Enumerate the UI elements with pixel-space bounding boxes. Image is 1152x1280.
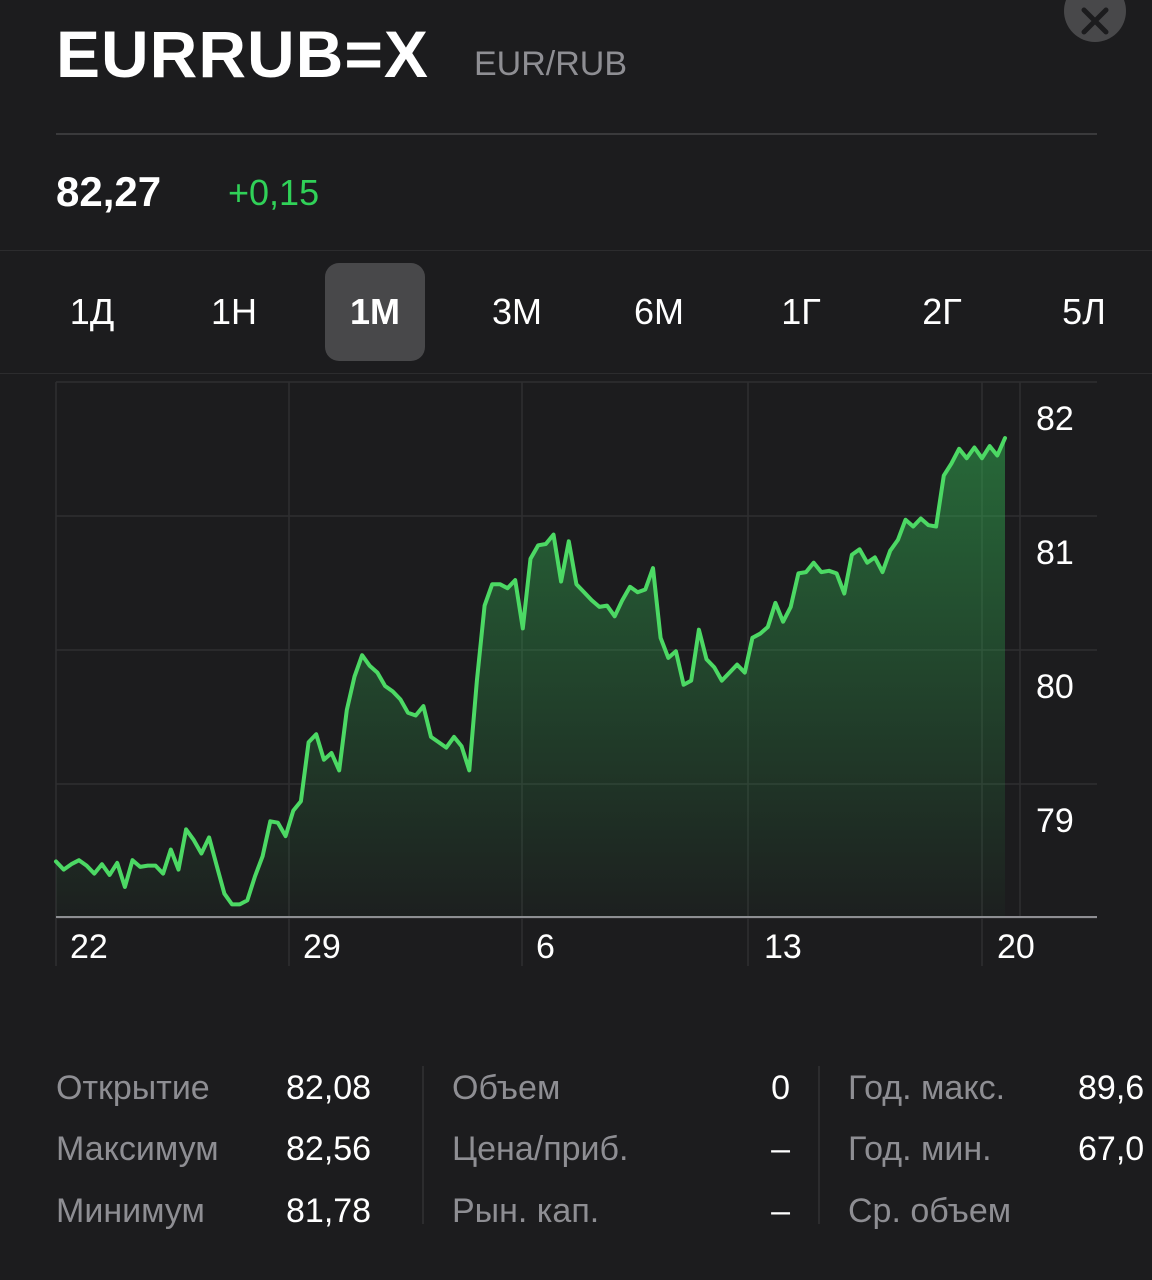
x-tick-label: 20 [997, 928, 1035, 966]
stat-high-value: 82,56 [286, 1130, 372, 1168]
range-1w[interactable]: 1Н [210, 291, 258, 332]
range-1d[interactable]: 1Д [69, 291, 115, 332]
stat-52w-high-label: Год. макс. [848, 1069, 1006, 1107]
x-tick-label: 13 [764, 928, 802, 966]
close-button[interactable] [1064, 0, 1126, 42]
range-selector: 1Д 1Н 1М 3М 6М 1Г 2Г 5Л [0, 250, 1152, 374]
stat-low-label: Минимум [56, 1192, 205, 1230]
column-divider [818, 1066, 820, 1224]
stat-mktcap-value: – [771, 1192, 790, 1230]
header-divider [56, 133, 1097, 135]
y-tick-label: 80 [1036, 668, 1074, 706]
range-3m[interactable]: 3М [491, 291, 542, 332]
price-area [56, 438, 1005, 917]
x-tick-label: 29 [303, 928, 341, 966]
range-2y[interactable]: 2Г [922, 291, 962, 332]
y-tick-label: 81 [1036, 534, 1074, 572]
stat-52w-low-value: 67,0 [1078, 1130, 1145, 1168]
currency-pair: EUR/RUB [474, 45, 628, 83]
current-price: 82,27 [56, 168, 162, 215]
stat-high-label: Максимум [56, 1130, 219, 1168]
stat-52w-high-value: 89,6 [1078, 1069, 1145, 1107]
stat-pe-label: Цена/приб. [452, 1130, 629, 1168]
stat-avg-volume-label: Ср. объем [848, 1192, 1012, 1230]
stat-open-label: Открытие [56, 1069, 210, 1107]
ticker-symbol: EURRUB=X [56, 17, 429, 91]
close-icon [1081, 7, 1109, 35]
price-chart[interactable]: 82 81 80 79 22 29 6 13 20 [0, 374, 1152, 994]
y-tick-label: 82 [1036, 400, 1074, 438]
stats-panel: Открытие 82,08 Максимум 82,56 Минимум 81… [0, 1058, 1152, 1258]
stat-mktcap-label: Рын. кап. [452, 1192, 600, 1230]
stat-volume-value: 0 [771, 1069, 790, 1107]
range-1m[interactable]: 1М [325, 263, 425, 361]
price-change: +0,15 [228, 172, 320, 213]
stat-52w-low-label: Год. мин. [848, 1130, 992, 1168]
stat-pe-value: – [771, 1130, 790, 1168]
range-1y[interactable]: 1Г [781, 291, 821, 332]
y-tick-label: 79 [1036, 802, 1074, 840]
column-divider [422, 1066, 424, 1224]
range-5y[interactable]: 5Л [1062, 291, 1106, 332]
x-tick-label: 6 [536, 928, 555, 966]
range-6m[interactable]: 6М [633, 291, 684, 332]
stat-low-value: 81,78 [286, 1192, 372, 1230]
stat-volume-label: Объем [452, 1069, 561, 1107]
price-line [54, 436, 1007, 907]
x-tick-label: 22 [70, 928, 108, 966]
stat-open-value: 82,08 [286, 1069, 372, 1107]
